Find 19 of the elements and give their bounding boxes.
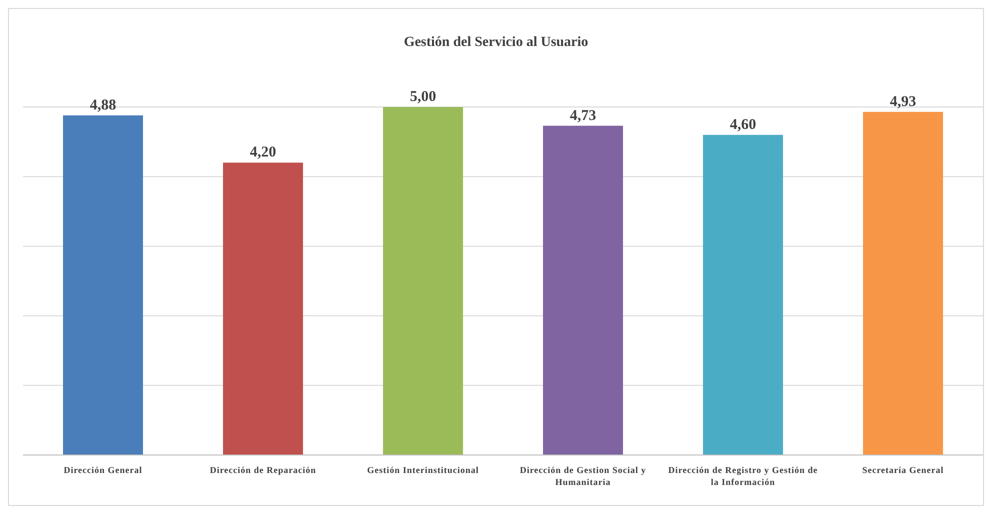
x-tick-label: Secretaría General [862, 465, 944, 475]
bar [223, 162, 303, 455]
x-tick-label: Dirección General [64, 465, 142, 475]
x-tick-label: Dirección de Registro y Gestión de la Información [668, 465, 818, 487]
data-label: 4,93 [890, 94, 916, 110]
bar [543, 126, 623, 455]
data-label: 4,20 [250, 144, 276, 161]
data-label: 5,00 [410, 89, 436, 105]
bar [703, 134, 783, 455]
bar [863, 112, 943, 455]
data-label: 4,60 [730, 116, 756, 133]
x-tick-label: Dirección de Gestion Social y Humanitaria [520, 465, 646, 487]
x-tick-label: Dirección de Reparación [210, 465, 316, 475]
bar [63, 115, 143, 455]
bar [383, 107, 463, 455]
data-label: 4,88 [90, 97, 116, 114]
data-label: 4,73 [570, 108, 596, 124]
chart-title: Gestión del Servicio al Usuario [402, 35, 590, 51]
x-tick-label: Gestión Interinstitucional [367, 465, 479, 475]
